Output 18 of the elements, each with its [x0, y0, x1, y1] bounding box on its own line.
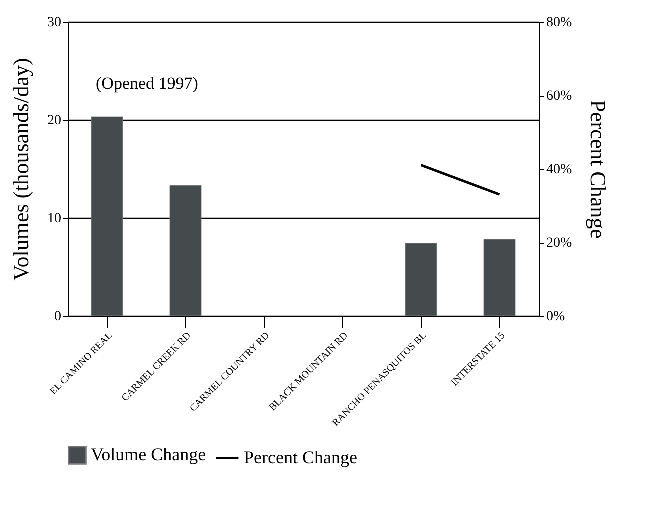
y-tick-label: 20	[48, 114, 62, 128]
bar	[170, 185, 202, 316]
bar	[484, 239, 516, 316]
y-tick-label: 10	[48, 212, 62, 226]
bar	[91, 116, 124, 316]
y-tick-label: 30	[48, 16, 62, 30]
bar	[405, 243, 438, 316]
y2-tick-label: 20%	[546, 236, 572, 251]
annotation: (Opened 1997)	[96, 74, 198, 93]
y-tick-label: 0	[54, 310, 62, 324]
legend-label: Volume Change	[91, 444, 206, 464]
legend-label: Percent Change	[244, 448, 358, 468]
y2-axis-title: Percent Change	[586, 100, 612, 239]
y2-tick-label: 40%	[546, 162, 572, 178]
y2-tick-label: 0%	[546, 310, 566, 324]
y-axis-title: Volumes (thousands/day)	[8, 58, 34, 281]
y2-tick-label: 60%	[546, 89, 572, 104]
y2-tick-label: 80%	[546, 16, 572, 30]
